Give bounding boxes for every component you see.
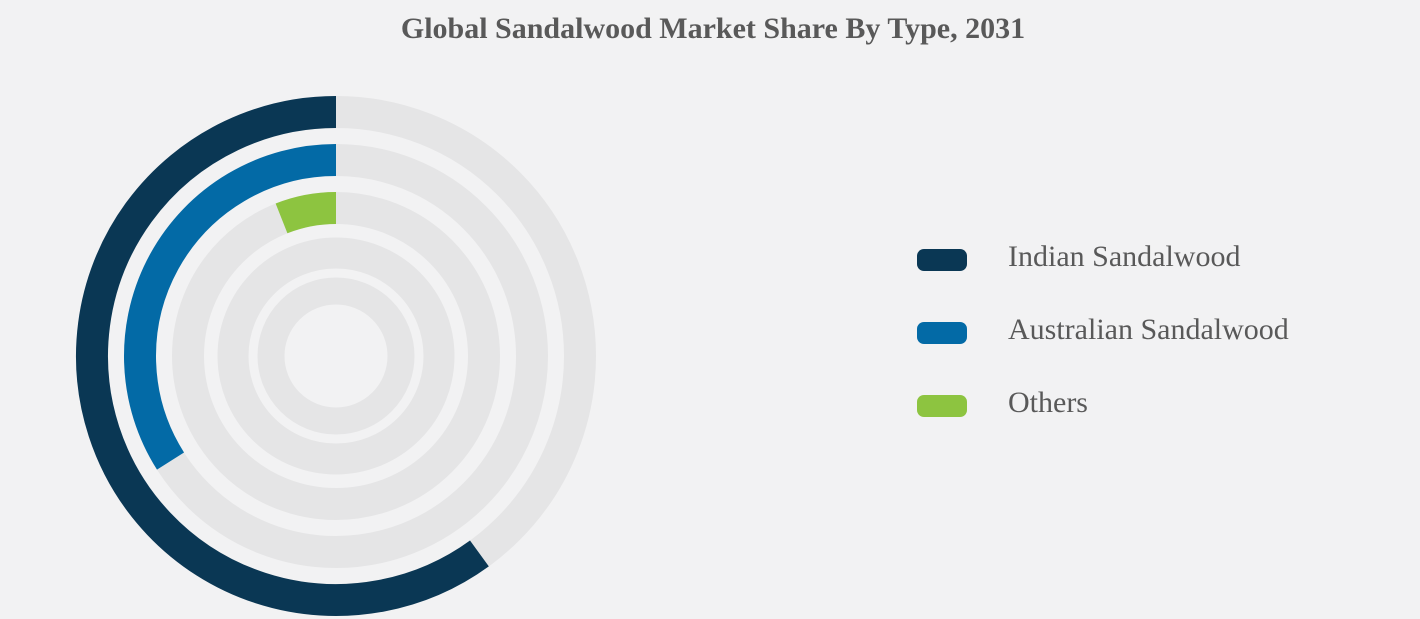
legend-label-australian-sandalwood: Australian Sandalwood xyxy=(1008,313,1289,346)
radial-bar-chart xyxy=(76,96,596,616)
legend-label-others: Others xyxy=(1008,386,1088,419)
ring-track-5 xyxy=(257,277,415,435)
chart-title: Global Sandalwood Market Share By Type, … xyxy=(400,12,1026,45)
ring-bar-australian-sandalwood[interactable] xyxy=(124,144,337,470)
ring-bar-indian-sandalwood[interactable] xyxy=(76,96,489,616)
legend-item-australian-sandalwood[interactable]: Australian Sandalwood xyxy=(917,309,1289,382)
legend-swatch-australian-sandalwood xyxy=(917,322,967,344)
legend-item-indian-sandalwood[interactable]: Indian Sandalwood xyxy=(917,236,1240,309)
legend-swatch-others xyxy=(917,395,967,417)
legend: Indian Sandalwood Australian Sandalwood … xyxy=(917,236,1289,455)
ring-bar-others[interactable] xyxy=(275,192,337,234)
legend-label-indian-sandalwood: Indian Sandalwood xyxy=(1008,240,1241,273)
legend-item-others[interactable]: Others xyxy=(917,382,1088,455)
legend-swatch-indian-sandalwood xyxy=(917,249,967,271)
ring-track-4 xyxy=(217,237,455,475)
